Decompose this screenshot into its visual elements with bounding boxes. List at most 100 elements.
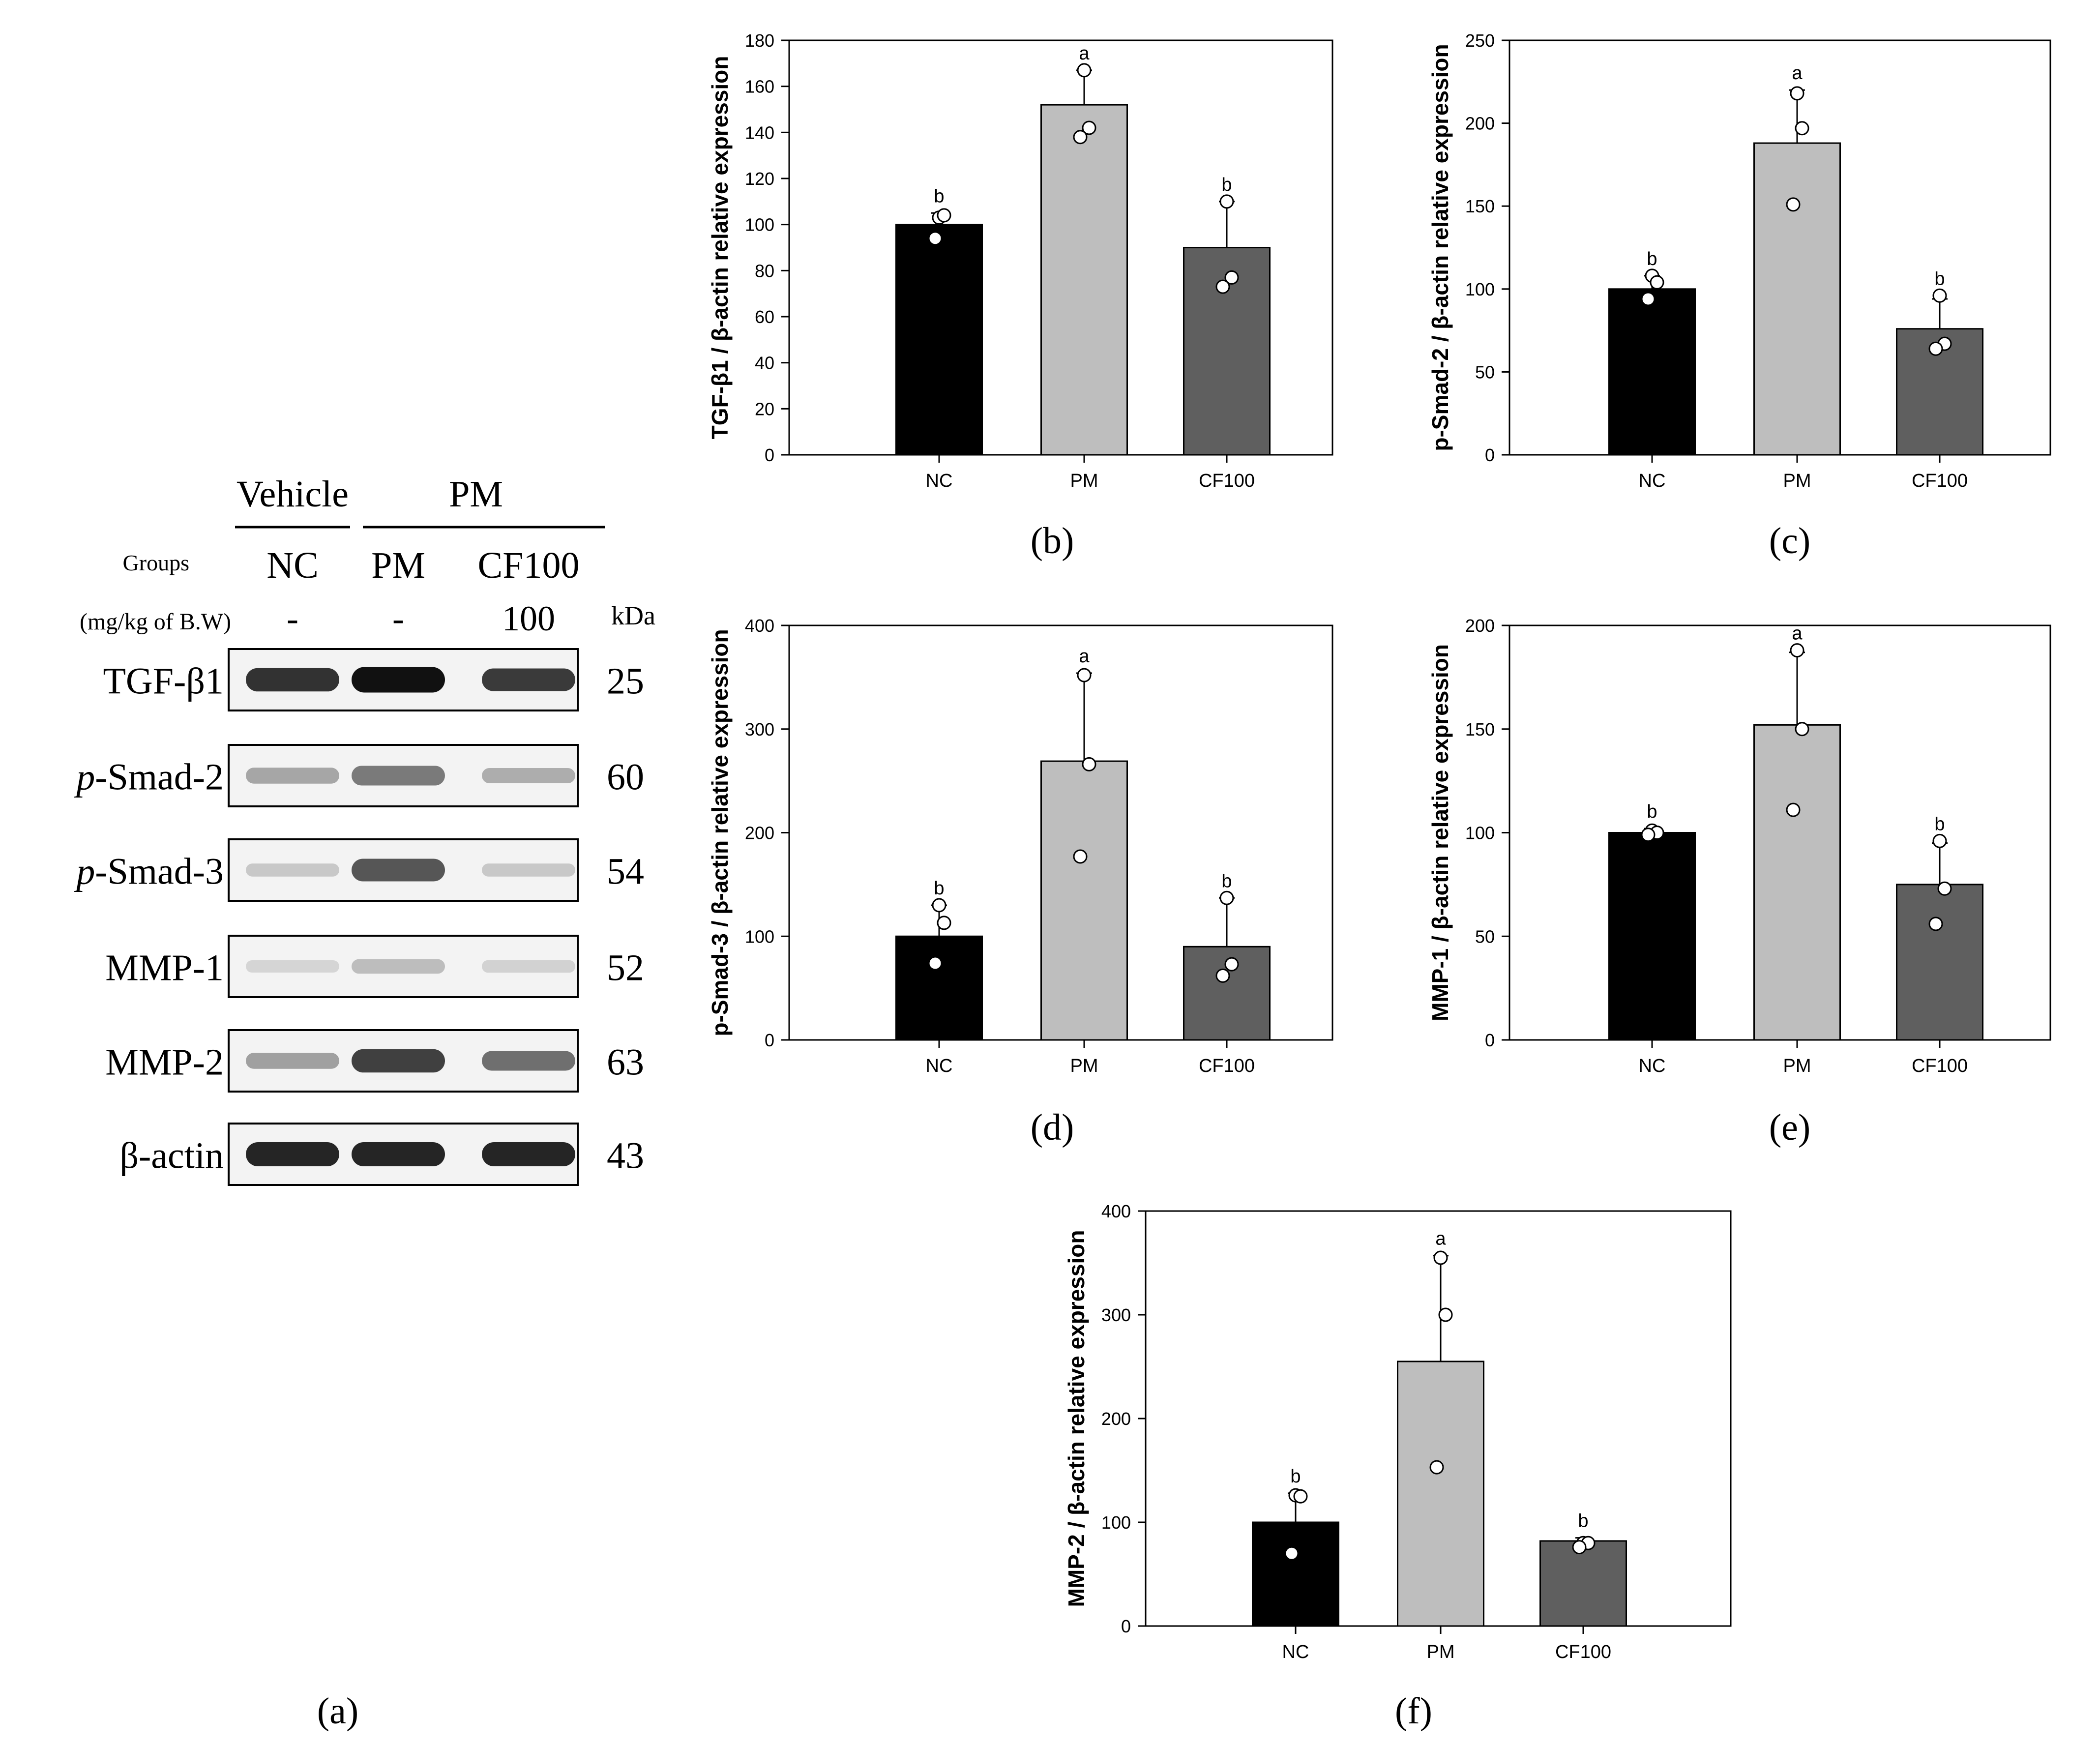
blot-band xyxy=(246,863,339,877)
significance-letter: a xyxy=(1079,646,1090,667)
protein-prefix: p xyxy=(74,851,95,892)
blot-band xyxy=(352,1142,445,1166)
x-tick-label: NC xyxy=(926,1056,953,1076)
blot-band xyxy=(482,863,575,877)
protein-label: MMP-1 xyxy=(105,947,224,989)
kda-value: 25 xyxy=(607,661,644,702)
western-blot-panel: Vehicle PM Groups (mg/kg of B.W) kDa NC -… xyxy=(74,473,655,1732)
blot-band xyxy=(246,960,339,973)
y-tick-label: 0 xyxy=(1121,1616,1131,1636)
data-point xyxy=(1082,120,1096,135)
blot-row: MMP-2 63 xyxy=(105,1029,644,1093)
bar xyxy=(1896,884,1983,1041)
bar xyxy=(1252,1521,1339,1627)
data-point xyxy=(1429,1460,1444,1475)
header-pm: PM xyxy=(449,473,503,515)
blot-band xyxy=(352,959,445,974)
y-axis-label: MMP-1 / β-actin relative expression xyxy=(1427,644,1453,1021)
blot-band xyxy=(246,1053,339,1069)
data-point xyxy=(1928,341,1943,356)
x-tick-label: CF100 xyxy=(1912,471,1968,491)
significance-letter: a xyxy=(1792,623,1803,644)
y-axis-label: TGF-β1 / β-actin relative expression xyxy=(707,56,733,440)
bar xyxy=(1040,760,1128,1041)
chart-b: 0 20 40 60 80 100 120 140 160 180 TGF-β1 / β-actin… xyxy=(707,30,1333,562)
significance-letter: b xyxy=(1221,871,1232,891)
groups-label: Groups xyxy=(123,550,189,575)
data-point xyxy=(928,956,943,971)
data-point xyxy=(1932,833,1947,848)
blot-band xyxy=(246,668,339,692)
significance-letter: b xyxy=(934,878,944,899)
blot-band xyxy=(482,960,575,973)
significance-letter: b xyxy=(934,186,944,207)
significance-letter: b xyxy=(1647,249,1657,269)
y-tick-label: 400 xyxy=(745,616,774,636)
chart-e: 0 50 100 150 200 MMP-1 / β-actin relative exp… xyxy=(1427,616,2051,1148)
lane-label: CF100 xyxy=(478,545,580,586)
y-tick-label: 150 xyxy=(1465,196,1495,216)
blot-band xyxy=(352,667,445,693)
data-point xyxy=(932,898,946,913)
blot-row: β-actin 43 xyxy=(119,1123,644,1186)
y-axis-label: p-Smad-3 / β-actin relative expression xyxy=(707,629,733,1036)
data-point xyxy=(1438,1307,1453,1322)
protein-label: MMP-2 xyxy=(105,1042,224,1083)
bar xyxy=(1539,1540,1627,1627)
data-point xyxy=(1077,668,1092,682)
bar xyxy=(1753,142,1841,456)
y-tick-label: 300 xyxy=(745,719,774,740)
bar xyxy=(1040,104,1128,456)
kda-value: 63 xyxy=(607,1042,644,1083)
protein-label: p-Smad-3 xyxy=(74,851,224,892)
significance-letter: b xyxy=(1934,814,1945,834)
data-point xyxy=(1073,849,1088,864)
y-tick-label: 100 xyxy=(1465,279,1495,299)
bar xyxy=(895,224,983,456)
blot-band xyxy=(246,1142,339,1166)
protein-name: -Smad-2 xyxy=(95,757,224,798)
data-point xyxy=(937,208,951,223)
data-point xyxy=(1572,1540,1587,1555)
significance-letter: a xyxy=(1079,43,1090,64)
blot-band xyxy=(482,1142,575,1166)
kda-value: 60 xyxy=(607,757,644,798)
x-tick-label: CF100 xyxy=(1912,1056,1968,1076)
y-tick-label: 60 xyxy=(755,307,774,327)
y-tick-label: 50 xyxy=(1475,362,1495,382)
data-point xyxy=(1786,802,1801,817)
y-tick-label: 200 xyxy=(1465,114,1495,134)
protein-label: β-actin xyxy=(119,1135,224,1177)
data-point xyxy=(1293,1489,1308,1504)
panel-label: (c) xyxy=(1769,520,1810,562)
data-point xyxy=(1641,828,1656,842)
y-tick-label: 150 xyxy=(1465,719,1495,740)
y-tick-label: 100 xyxy=(1465,823,1495,843)
header-vehicle: Vehicle xyxy=(237,473,349,515)
kda-label: kDa xyxy=(611,601,655,630)
data-point xyxy=(1077,63,1092,78)
y-tick-label: 160 xyxy=(745,77,774,97)
data-point xyxy=(1928,917,1943,931)
data-point xyxy=(1219,890,1234,905)
panel-label: (f) xyxy=(1395,1690,1432,1732)
significance-letter: a xyxy=(1792,63,1803,84)
significance-letter: a xyxy=(1435,1229,1446,1249)
protein-label: TGF-β1 xyxy=(103,661,224,702)
bar xyxy=(1608,832,1696,1041)
data-point xyxy=(1937,881,1952,896)
x-tick-label: NC xyxy=(1639,1056,1666,1076)
protein-prefix: p xyxy=(74,757,95,798)
kda-value: 54 xyxy=(607,851,644,892)
data-point xyxy=(1215,968,1230,983)
chart-c: 0 50 100 150 200 250 p-Smad-2 / β-actin relati… xyxy=(1427,30,2051,562)
y-tick-label: 40 xyxy=(755,353,774,373)
x-tick-label: PM xyxy=(1427,1642,1455,1662)
data-point xyxy=(1284,1546,1299,1561)
data-point xyxy=(1224,270,1239,285)
y-tick-label: 0 xyxy=(1485,445,1495,465)
blot-row: p-Smad-2 60 xyxy=(74,744,644,807)
y-tick-label: 100 xyxy=(1101,1512,1131,1533)
data-point xyxy=(1932,288,1947,303)
